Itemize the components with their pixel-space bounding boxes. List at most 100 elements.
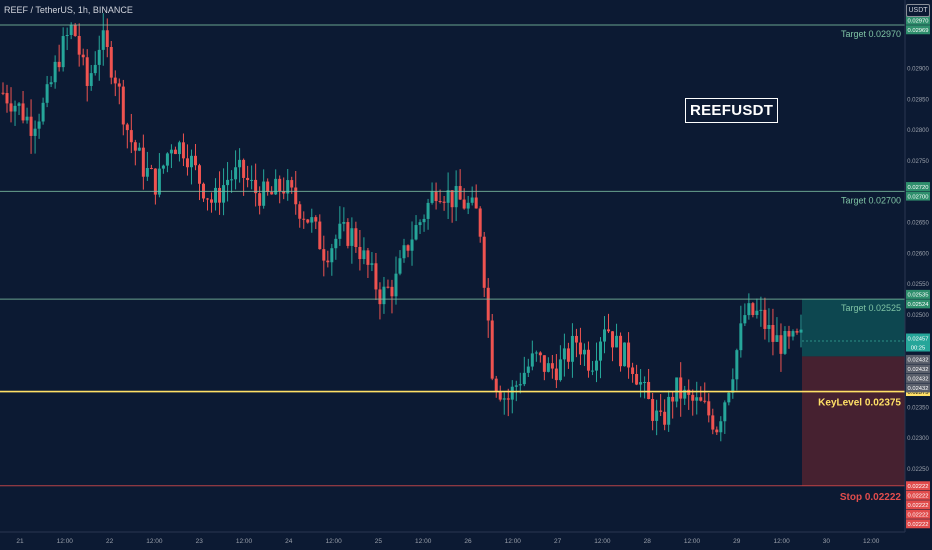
candle-body <box>314 217 318 222</box>
candle-body <box>13 105 17 112</box>
candle-body <box>266 181 270 192</box>
candle-body <box>61 36 65 68</box>
candle-body <box>117 83 121 87</box>
price-tag-label: 0.02375 <box>908 390 929 396</box>
price-tag-label: 0.02222 <box>908 513 929 519</box>
candle-body <box>783 331 787 354</box>
candle-body <box>735 350 739 380</box>
price-tag <box>906 354 930 364</box>
candle-body <box>643 381 647 383</box>
candle-body <box>362 250 366 260</box>
candle-body <box>374 263 378 290</box>
candle-body <box>723 402 727 422</box>
candle-body <box>663 411 667 425</box>
candle-body <box>526 366 530 373</box>
candle-body <box>346 222 350 246</box>
candle-body <box>69 24 73 35</box>
price-tag <box>906 383 930 393</box>
candle-body <box>214 187 218 203</box>
candle-body <box>502 398 506 400</box>
candle-body <box>49 82 53 85</box>
candle-body <box>306 219 310 223</box>
candle-body <box>37 121 41 129</box>
candle-body <box>594 360 598 371</box>
y-tick-label: 0.02750 <box>907 159 929 165</box>
candle-body <box>73 24 77 36</box>
candle-body <box>590 370 594 372</box>
candle-body <box>402 245 406 259</box>
time-axis[interactable] <box>0 532 932 550</box>
candle-body <box>755 310 759 315</box>
candle-body <box>474 197 478 209</box>
candle-body <box>619 335 623 367</box>
price-tag-label: 0.02222 <box>908 503 929 509</box>
price-tag-label: 0.02535 <box>908 293 929 299</box>
price-tag-label: 0.02432 <box>908 358 929 364</box>
candle-body <box>274 178 278 195</box>
x-tick-label: 12:00 <box>684 538 701 545</box>
candle-body <box>342 222 346 224</box>
candle-body <box>9 103 13 112</box>
candle-body <box>109 46 113 78</box>
candle-body <box>65 34 69 37</box>
symbol-watermark: REEFUSDT <box>685 98 779 123</box>
candle-body <box>29 116 33 136</box>
x-tick-label: 22 <box>106 538 114 545</box>
candle-body <box>739 323 743 351</box>
candle-body <box>181 142 185 159</box>
price-tag <box>906 333 930 343</box>
candle-body <box>258 193 262 206</box>
candle-body <box>554 368 558 381</box>
candle-body <box>699 397 703 401</box>
x-tick-label: 28 <box>644 538 652 545</box>
candle-body <box>354 228 358 247</box>
candle-body <box>731 379 735 393</box>
price-tag <box>906 490 930 500</box>
candle-body <box>703 400 707 402</box>
candle-body <box>707 401 711 416</box>
price-tag <box>906 500 930 510</box>
candle-body <box>506 398 510 400</box>
candle-body <box>81 54 85 58</box>
candle-body <box>771 324 775 342</box>
price-tag-label: 0.02700 <box>908 194 929 200</box>
candle-body <box>671 396 675 402</box>
price-tag <box>906 15 930 25</box>
x-tick-label: 12:00 <box>505 538 522 545</box>
price-tag-label: 0.02432 <box>908 377 929 383</box>
candle-body <box>406 245 410 251</box>
candle-body <box>41 102 45 122</box>
candle-body <box>286 180 290 194</box>
candle-body <box>498 391 502 400</box>
candle-body <box>514 385 518 387</box>
currency-tag[interactable]: USDT <box>906 4 930 17</box>
candle-body <box>238 159 242 168</box>
candle-body <box>113 77 117 84</box>
candle-body <box>282 191 286 194</box>
candle-body <box>446 190 450 203</box>
candle-body <box>125 124 129 131</box>
x-tick-label: 30 <box>823 538 831 545</box>
level-label: Target 0.02525 <box>841 303 901 313</box>
candle-body <box>101 30 105 50</box>
y-tick-label: 0.02500 <box>907 313 929 319</box>
candle-body <box>679 377 683 399</box>
candle-body <box>546 363 550 372</box>
candle-body <box>659 410 663 412</box>
candle-body <box>414 225 418 240</box>
candle-body <box>598 341 602 361</box>
price-tag-label: 0.02457 <box>908 336 929 342</box>
candle-body <box>193 155 197 166</box>
price-tag <box>906 373 930 383</box>
candle-body <box>149 167 153 169</box>
price-axis[interactable] <box>905 0 932 550</box>
candle-body <box>454 186 458 208</box>
candle-body <box>675 377 679 402</box>
candle-body <box>566 348 570 362</box>
x-tick-label: 21 <box>16 538 24 545</box>
candle-body <box>418 222 422 226</box>
candle-body <box>490 320 494 379</box>
profit-zone[interactable] <box>802 299 905 357</box>
loss-zone[interactable] <box>802 356 905 486</box>
